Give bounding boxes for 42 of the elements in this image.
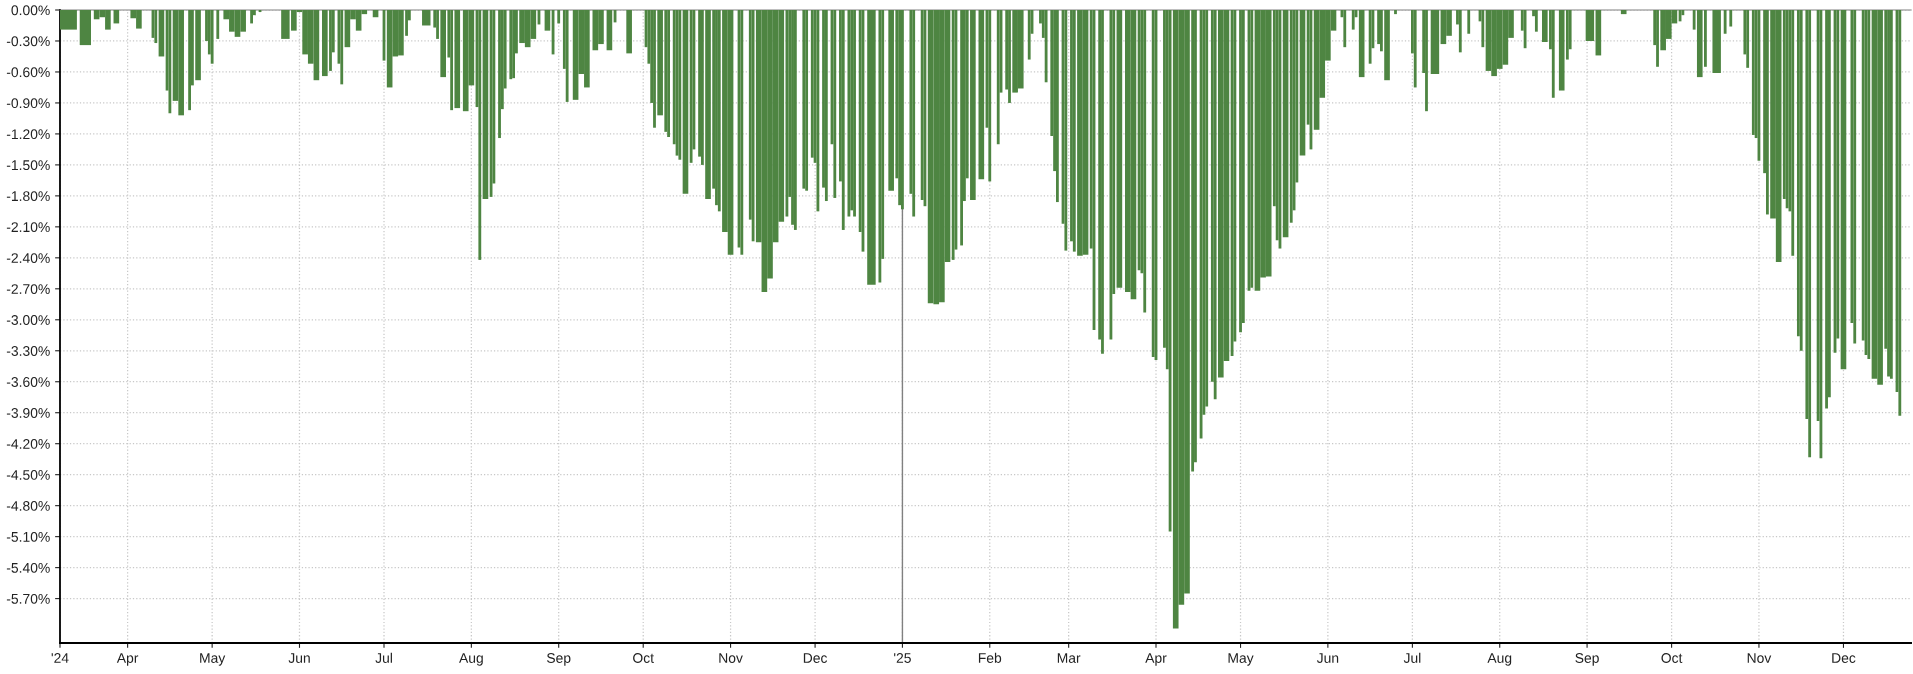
x-tick-label: Jul	[1403, 652, 1421, 663]
y-tick-label: -1.50%	[6, 160, 50, 171]
x-tick-label: Nov	[719, 653, 743, 663]
y-tick-label: -0.90%	[6, 98, 50, 109]
x-tick-label: Sep	[546, 653, 571, 666]
y-tick-label: -5.70%	[6, 593, 50, 604]
y-tick-label: -1.80%	[6, 191, 50, 202]
x-tick-label: Sep	[1575, 653, 1599, 666]
y-tick-label: -3.90%	[6, 408, 50, 418]
x-tick-label: Mar	[1057, 653, 1081, 663]
x-tick-label: Dec	[803, 653, 828, 663]
y-tick-label: -2.70%	[6, 284, 50, 294]
y-tick-label: -4.20%	[6, 439, 50, 449]
y-tick-label: -4.80%	[6, 500, 50, 511]
y-tick-label: -5.40%	[6, 562, 50, 573]
x-tick-label: May	[1228, 653, 1254, 666]
x-tick-label: Jun	[1316, 653, 1339, 663]
x-tick-label: May	[200, 653, 226, 666]
x-tick-label: Jul	[375, 652, 392, 663]
x-tick-label: Nov	[1747, 653, 1772, 663]
y-tick-label: -0.30%	[6, 36, 50, 47]
x-tick-label: Aug	[1487, 653, 1512, 666]
y-tick-label: -2.40%	[6, 253, 50, 263]
y-tick-label: 0.00%	[11, 5, 50, 16]
y-tick-label: -3.00%	[6, 315, 50, 325]
x-tick-label: Apr	[1145, 653, 1167, 666]
y-tick-label: -1.20%	[6, 129, 50, 140]
y-tick-label: -5.10%	[6, 531, 50, 542]
x-tick-label: Aug	[459, 653, 483, 666]
x-tick-label: Jun	[288, 653, 310, 663]
y-tick-label: -4.50%	[6, 470, 50, 480]
x-tick-label: Oct	[633, 653, 654, 663]
x-tick-label: Oct	[1661, 653, 1683, 663]
x-tick-label: '24	[51, 653, 69, 663]
y-tick-label: -3.30%	[6, 346, 50, 356]
x-tick-label: Dec	[1832, 653, 1856, 663]
x-tick-label: Apr	[116, 653, 139, 666]
y-tick-label: -3.60%	[6, 377, 50, 387]
y-tick-label: -0.60%	[6, 67, 50, 78]
x-tick-label: '25	[894, 653, 911, 663]
x-tick-label: Feb	[978, 652, 1002, 663]
y-tick-label: -2.10%	[6, 222, 50, 233]
